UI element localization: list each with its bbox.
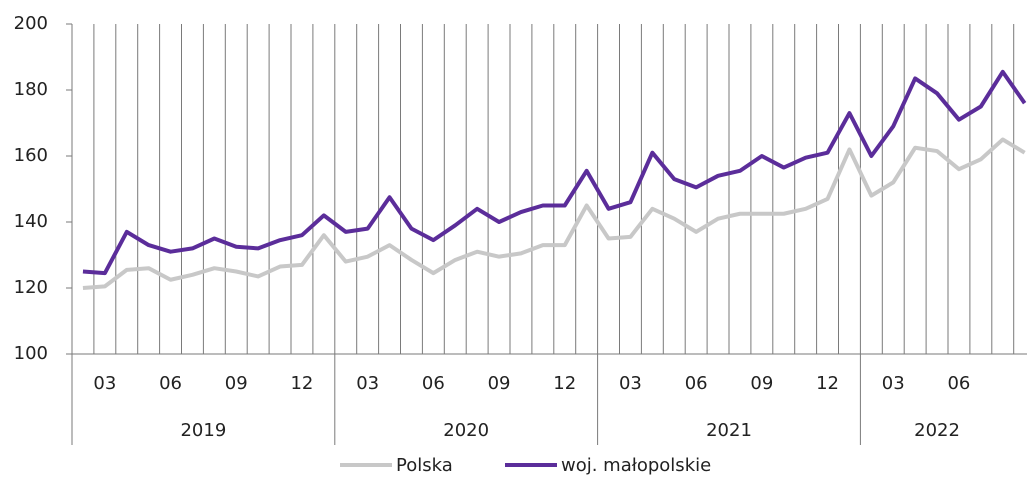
series-line <box>82 69 1027 276</box>
y-tick-label: 180 <box>14 79 48 100</box>
x-tick-label: 06 <box>947 373 970 394</box>
series-line <box>82 137 1026 290</box>
year-label: 2022 <box>914 420 960 441</box>
x-tick-label: 03 <box>619 373 642 394</box>
year-label: 2021 <box>706 420 752 441</box>
x-tick-label: 09 <box>225 373 248 394</box>
y-tick-label: 160 <box>14 145 48 166</box>
x-tick-label: 12 <box>553 373 576 394</box>
x-tick-label: 09 <box>488 373 511 394</box>
x-tick-label: 03 <box>356 373 379 394</box>
y-tick-label: 200 <box>14 13 48 34</box>
x-tick-label: 06 <box>422 373 445 394</box>
x-tick-label: 06 <box>685 373 708 394</box>
year-label: 2019 <box>180 420 226 441</box>
legend-label: Polska <box>396 455 453 476</box>
x-tick-label: 09 <box>750 373 773 394</box>
x-tick-label: 03 <box>93 373 116 394</box>
y-tick-label: 140 <box>14 211 48 232</box>
x-tick-label: 12 <box>816 373 839 394</box>
y-tick-label: 100 <box>14 343 48 364</box>
x-tick-label: 12 <box>290 373 313 394</box>
x-tick-label: 06 <box>159 373 182 394</box>
year-label: 2020 <box>443 420 489 441</box>
y-tick-label: 120 <box>14 277 48 298</box>
legend-label: woj. małopolskie <box>561 455 711 476</box>
x-tick-label: 03 <box>882 373 905 394</box>
